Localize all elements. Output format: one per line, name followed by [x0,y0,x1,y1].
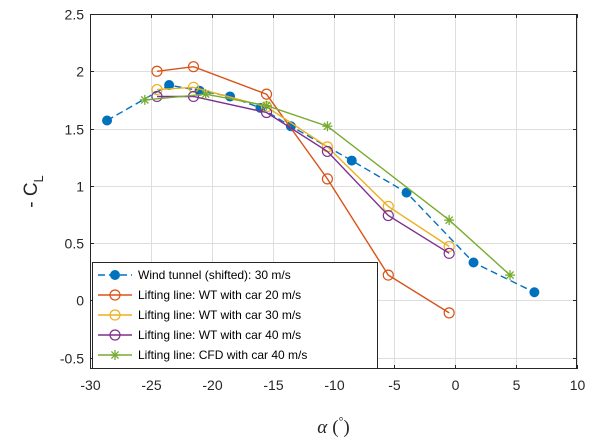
data-point [321,145,334,158]
legend-label: Wind tunnel (shifted): 30 m/s [138,268,291,282]
y-tick-label: 2.5 [65,7,85,23]
data-point [102,115,113,126]
legend-entry: Lifting line: WT with car 40 m/s [98,328,301,342]
data-point [200,89,211,100]
x-tick-label: -10 [324,377,344,393]
legend-label: Lifting line: WT with car 20 m/s [138,288,301,302]
data-point [151,65,163,77]
data-point [346,155,357,166]
legend-marker [109,289,121,301]
x-axis-label-symbol: α [317,417,328,438]
data-point [261,100,272,111]
x-axis-label-degree: ° [339,414,344,428]
legend-entry: Lifting line: CFD with car 40 m/s [98,348,307,362]
y-axis-ticks: -0.5 0 0.5 1 1.5 2 2.5 [60,7,577,367]
data-point [187,81,200,93]
data-point [151,83,163,96]
data-point [468,257,479,268]
legend-marker [110,270,120,280]
series-line [144,93,511,276]
y-tick-label: 2 [76,64,84,80]
data-point [401,187,412,198]
legend-entry: Wind tunnel (shifted): 30 m/s [98,268,291,282]
data-point [529,287,540,298]
legend: Wind tunnel (shifted): 30 m/s Lifting lin… [92,262,378,369]
x-axis-label-open: ( [332,417,338,438]
x-axis-ticks: -30 -25 -20 -15 -10 -5 0 5 10 [80,14,585,393]
data-point [443,247,455,259]
legend-marker [109,329,121,341]
data-point [443,307,455,319]
data-point [322,121,333,132]
series-layer [102,61,540,319]
legend-label: Lifting line: WT with car 40 m/s [138,328,301,342]
legend-label: Lifting line: WT with car 30 m/s [138,308,301,322]
x-tick-label: -25 [141,377,161,393]
data-point [382,200,394,212]
x-tick-label: -20 [202,377,222,393]
data-point [187,61,200,73]
legend-marker [110,350,120,360]
x-axis-label-close: ) [343,417,349,438]
data-point [139,94,150,105]
x-tick-label: -30 [80,377,100,393]
x-axis-label: α (°) [317,414,349,438]
legend-box [92,262,378,369]
y-axis-label-main: - C [21,182,42,207]
y-tick-label: 0.5 [65,236,85,252]
x-tick-label: -5 [388,377,401,393]
x-tick-label: -15 [263,377,283,393]
data-point [443,240,455,253]
data-point [444,215,455,226]
y-tick-label: 0 [76,293,84,309]
x-tick-label: 0 [452,377,460,393]
y-axis-label-subscript: L [31,175,46,182]
legend-entry: Lifting line: WT with car 20 m/s [98,288,301,302]
series-2 [151,61,455,319]
data-point [382,269,394,281]
legend-entry: Lifting line: WT with car 30 m/s [98,308,301,322]
y-tick-label: 1 [76,179,84,195]
legend-marker [109,309,121,321]
y-tick-label: 1.5 [65,122,85,138]
data-point [321,173,334,185]
data-point [260,88,273,100]
series-line [156,65,450,314]
x-tick-label: 5 [513,377,521,393]
legend-label: Lifting line: CFD with car 40 m/s [138,348,307,362]
data-point [505,270,516,281]
data-point [382,209,394,222]
series-5 [139,89,516,281]
data-point [151,90,163,103]
y-tick-label: -0.5 [60,351,84,367]
y-axis-label: - CL [21,175,46,208]
series-line [156,86,450,248]
x-tick-label: 10 [570,377,586,393]
